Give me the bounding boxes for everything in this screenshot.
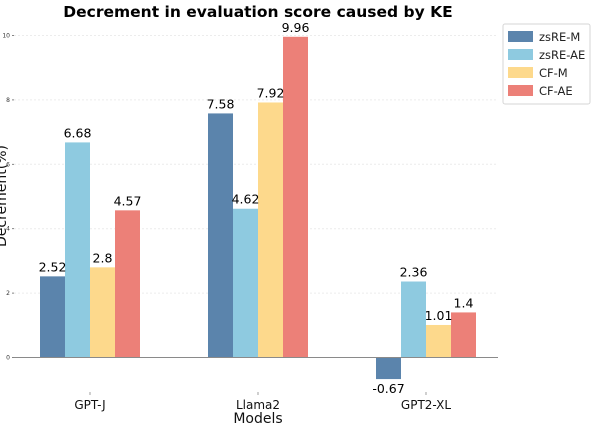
bar-value-label: 2.8: [93, 250, 113, 265]
bar-value-labels: 2.52 6.68 2.8 4.57 7.58 4.62 7.92 9.96 -0.67 2.36…: [39, 20, 474, 396]
y-tick-label: 4: [6, 226, 10, 233]
y-tick-label: 2: [6, 290, 10, 297]
bar-value-label: 1.4: [454, 295, 474, 310]
y-tick-label: 0: [6, 355, 10, 362]
bar-cf-m-gpt2-xl: [426, 324, 451, 358]
bar-value-label: 4.57: [114, 193, 142, 208]
chart-title: Decrement in evaluation score caused by …: [63, 3, 452, 21]
bar-cf-ae-gpt2-xl: [451, 312, 476, 358]
bar-value-label: 1.01: [425, 308, 453, 323]
bar-value-label: 7.92: [257, 85, 285, 100]
legend-label: zsRE-AE: [539, 48, 585, 62]
legend-box: [502, 23, 591, 105]
bar-cf-ae-llama2: [283, 36, 308, 358]
bar-zsre-ae-gpt2-xl: [401, 281, 426, 358]
legend-label: CF-M: [539, 66, 568, 80]
bar-zsre-ae-gpt-j: [65, 142, 90, 358]
legend-swatch: [508, 67, 533, 78]
bar-zsre-m-llama2: [208, 113, 233, 358]
bar-cf-m-llama2: [258, 102, 283, 358]
y-tick-label: 10: [2, 33, 10, 40]
x-axis-label: Models: [233, 411, 282, 424]
x-axis-ticks: GPT-J Llama2 GPT2-XL: [74, 392, 451, 412]
x-tick-label-llama2: Llama2: [236, 398, 280, 412]
bar-cf-ae-gpt-j: [115, 210, 140, 358]
bar-value-label: 4.62: [232, 192, 260, 207]
bar-value-label: 9.96: [282, 20, 310, 35]
bar-zsre-m-gpt-j: [40, 276, 65, 358]
legend-label: CF-AE: [539, 84, 573, 98]
bar-value-label: -0.67: [372, 381, 404, 396]
bars: [40, 36, 476, 380]
legend-label: zsRE-M: [539, 30, 580, 44]
bar-zsre-m-gpt2-xl: [376, 357, 401, 380]
y-axis-label: Decrement(%): [0, 145, 10, 247]
bar-zsre-ae-llama2: [233, 208, 258, 358]
bar-value-label: 7.58: [207, 96, 235, 111]
y-axis-ticks: 0 2 4 6 8 10: [2, 33, 14, 362]
legend-swatch: [508, 31, 533, 42]
legend-swatch: [508, 49, 533, 60]
legend: zsRE-M zsRE-AE CF-M CF-AE: [502, 23, 591, 105]
bar-value-label: 2.36: [400, 265, 428, 280]
x-tick-label-gpt2-xl: GPT2-XL: [401, 398, 451, 412]
y-tick-label: 8: [6, 97, 10, 104]
bar-value-label: 2.52: [39, 259, 67, 274]
bar-value-label: 6.68: [64, 125, 92, 140]
x-tick-label-gpt-j: GPT-J: [74, 398, 105, 412]
legend-swatch: [508, 85, 533, 96]
bar-cf-m-gpt-j: [90, 267, 115, 358]
y-tick-label: 6: [6, 161, 10, 168]
